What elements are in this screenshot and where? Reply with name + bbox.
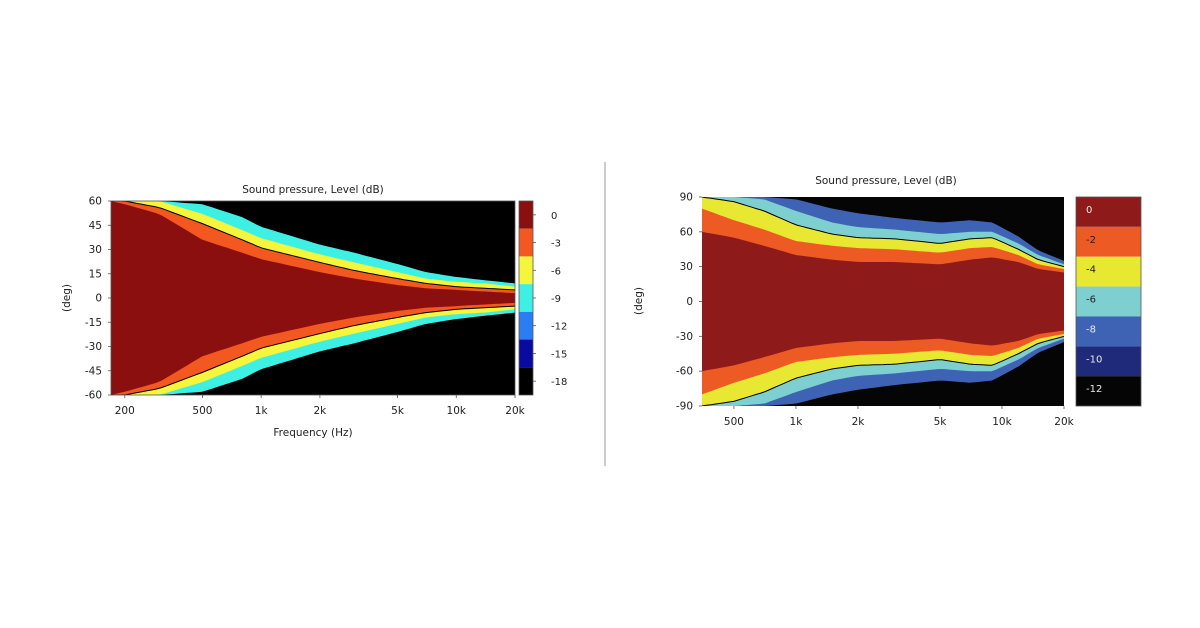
- x-tick-label: 500: [192, 405, 212, 417]
- right-chart-title: Sound pressure, Level (dB): [815, 175, 957, 187]
- right-y-ticks: 90 60 30 0 -30 -60 -90: [676, 192, 702, 413]
- y-tick-label: 0: [95, 293, 102, 305]
- x-tick-label: 1k: [790, 416, 804, 428]
- colorbar-swatch: [1076, 197, 1141, 227]
- colorbar-swatch: [519, 284, 533, 312]
- heatmap-band-3db: [111, 201, 515, 395]
- left-plot-area: [111, 201, 515, 395]
- left-directivity-chart: Sound pressure, Level (dB) 60 45 30 15 0 -15 -…: [61, 184, 567, 439]
- left-y-ticks: 60 45 30 15 0 -15 -30 -45 -60: [85, 196, 111, 402]
- x-tick-label: 5k: [934, 416, 948, 428]
- y-tick-label: 30: [680, 261, 693, 273]
- y-tick-label: 60: [680, 226, 693, 238]
- colorbar-swatch: [519, 256, 533, 285]
- colorbar-label: -2: [1086, 235, 1096, 246]
- right-colorbar: 0 -2 -4 -6 -8 -10 -12: [1075, 196, 1142, 407]
- right-y-axis-label: (deg): [633, 287, 645, 315]
- colorbar-label: -18: [551, 377, 567, 388]
- x-tick-label: 10k: [992, 416, 1012, 428]
- colorbar-swatch: [519, 339, 533, 368]
- y-tick-label: 60: [89, 196, 102, 208]
- x-tick-label: 500: [724, 416, 744, 428]
- x-tick-label: 20k: [1054, 416, 1074, 428]
- left-colorbar: 0 -3 -6 -9 -12 -15 -18: [518, 200, 567, 396]
- colorbar-swatch: [1076, 376, 1141, 406]
- left-y-axis-label: (deg): [61, 284, 73, 312]
- colorbar-label: -6: [551, 266, 561, 277]
- y-tick-label: -90: [676, 401, 693, 413]
- colorbar-swatch: [519, 228, 533, 257]
- colorbar-frame: [1075, 196, 1142, 407]
- colorbar-label: -9: [551, 294, 561, 305]
- colorbar-label: 0: [1086, 205, 1092, 216]
- colorbar-swatch: [1076, 316, 1141, 347]
- x-tick-label: 2k: [852, 416, 866, 428]
- colorbar-swatch: [519, 367, 533, 395]
- colorbar-swatch: [519, 311, 533, 340]
- x-tick-label: 2k: [314, 405, 328, 417]
- y-tick-label: 15: [89, 268, 102, 280]
- contour-line-lower: [702, 335, 1064, 406]
- contour-line-upper: [702, 197, 1064, 268]
- left-x-axis-label: Frequency (Hz): [273, 427, 352, 439]
- x-tick-label: 20k: [505, 405, 525, 417]
- y-tick-label: -15: [85, 317, 102, 329]
- y-tick-label: 90: [680, 192, 693, 204]
- y-tick-label: -30: [676, 331, 693, 343]
- x-tick-label: 10k: [447, 405, 467, 417]
- heatmap-band-2db: [702, 231, 1064, 372]
- colorbar-label: -12: [551, 322, 567, 333]
- colorbar-label: -8: [1086, 324, 1096, 335]
- colorbar-label: 0: [551, 211, 557, 222]
- y-tick-label: 45: [89, 220, 102, 232]
- left-x-ticks: 200 500 1k 2k 5k 10k 20k: [115, 395, 526, 417]
- contour-line-upper: [111, 201, 515, 291]
- colorbar-label: -3: [551, 239, 561, 250]
- contour-line-lower: [111, 305, 515, 395]
- colorbar-swatch: [519, 201, 533, 229]
- y-tick-label: -60: [85, 390, 102, 402]
- x-tick-label: 200: [115, 405, 135, 417]
- colorbar-swatch: [1076, 256, 1141, 287]
- x-tick-label: 1k: [255, 405, 269, 417]
- colorbar-label: -15: [551, 349, 567, 360]
- right-plot-area: [702, 197, 1064, 406]
- left-chart-title: Sound pressure, Level (dB): [242, 184, 384, 196]
- colorbar-swatch: [1076, 286, 1141, 317]
- y-tick-label: -60: [676, 366, 693, 378]
- y-tick-label: 0: [686, 296, 693, 308]
- colorbar-swatch: [1076, 226, 1141, 257]
- colorbar-label: -6: [1086, 295, 1096, 306]
- y-tick-label: -30: [85, 341, 102, 353]
- y-tick-label: 30: [89, 244, 102, 256]
- colorbar-label: -10: [1086, 354, 1102, 365]
- colorbar-swatch: [1076, 346, 1141, 377]
- y-tick-label: -45: [85, 365, 102, 377]
- colorbar-label: -12: [1086, 384, 1102, 395]
- right-x-ticks: 500 1k 2k 5k 10k 20k: [724, 406, 1075, 428]
- x-tick-label: 5k: [391, 405, 405, 417]
- right-directivity-chart: Sound pressure, Level (dB) 9060300-30-60…: [633, 175, 1142, 428]
- colorbar-label: -4: [1086, 265, 1096, 276]
